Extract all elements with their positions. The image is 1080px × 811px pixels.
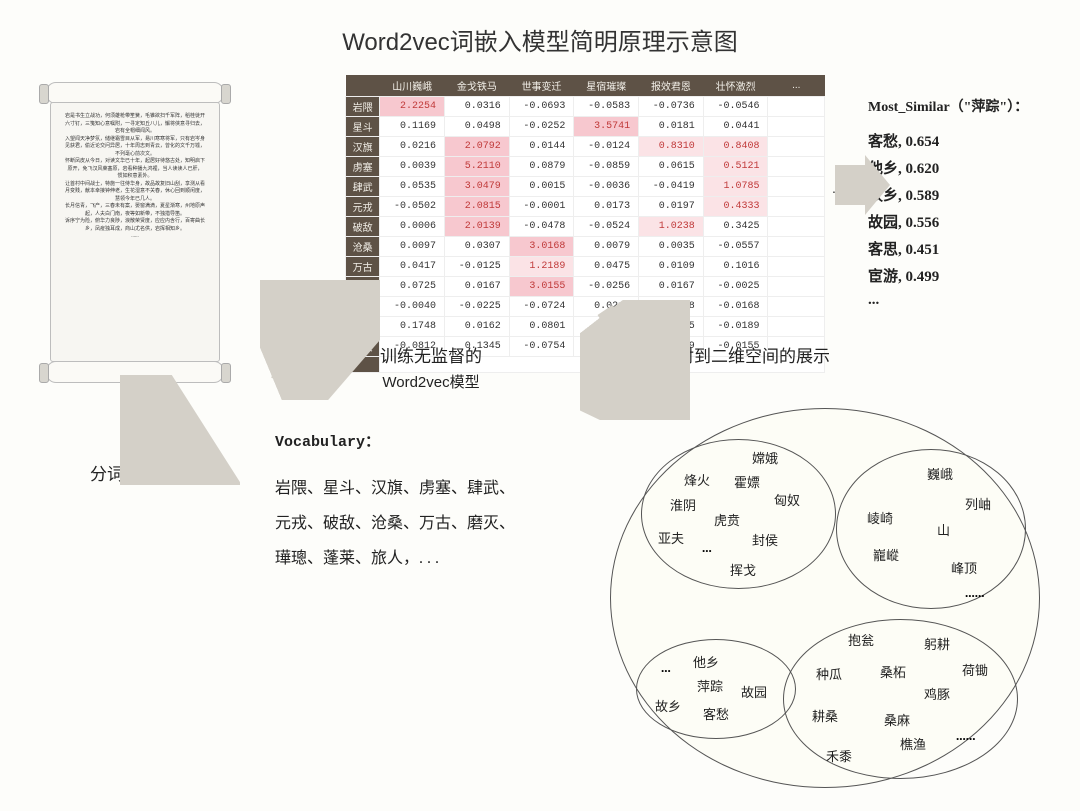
word: 樵渔 [900,734,926,753]
word: 崚崎 [867,508,893,527]
ellipsis: ...... [956,728,976,744]
similar-item: 客思, 0.451 [868,238,1058,259]
word: 鸡豚 [924,684,950,703]
vocabulary-panel: Vocabulary： 岩隈、星斗、汉旗、虏塞、肆武、元戎、破敌、沧桑、万古、磨… [275,430,575,577]
diagram-title: Word2vec词嵌入模型简明原理示意图 [0,22,1080,57]
word: 躬耕 [924,634,950,653]
word: 客愁 [703,704,729,723]
cluster-farming: 抱瓮 躬耕 种瓜 桑柘 荷锄 鸡豚 耕桑 桑麻 樵渔 ...... 禾黍 [783,619,1018,779]
similar-item: 宦游, 0.499 [868,265,1058,286]
word: 巃嵷 [873,545,899,564]
word: 荷锄 [962,660,988,679]
label-tokenize: 分词 [90,460,124,485]
word: 耕桑 [812,706,838,725]
word: 淮阴 [670,495,696,514]
projection-2d: 嫦娥 烽火 霍嫖 淮阴 匈奴 虎贲 亚夫 封侯 ... 挥戈 巍峨 列岫 崚崎 … [610,408,1040,788]
corpus-scroll: 岩是书生立战功，何须雄枪带笙簧，毛锥欲扫千军阵，稻桂徙开六寸钉，三笺知心意嘱附，… [40,80,230,385]
ellipsis: ...... [965,585,985,601]
arrow-tokenize [120,375,240,485]
word: 峰顶 [951,558,977,577]
similar-item: 故乡, 0.589 [868,184,1058,205]
word: 挥戈 [730,560,756,579]
scroll-paper: 岩是书生立战功，何须雄枪带笙簧，毛锥欲扫千军阵，稻桂徙开六寸钉，三笺知心意嘱附，… [50,102,220,362]
word: 封侯 [752,530,778,549]
similar-item: 故园, 0.556 [868,211,1058,232]
ellipsis: ... [661,660,671,676]
word: 巍峨 [927,464,953,483]
similar-item: 客愁, 0.654 [868,130,1058,151]
arrow-project [580,300,690,420]
similar-ellipsis: ... [868,292,1058,309]
arrow-train [260,280,380,400]
word: 萍踪 [697,676,723,695]
cluster-mountain: 巍峨 列岫 崚崎 山 巃嵷 峰顶 ...... [836,449,1026,609]
most-similar-panel: Most_Similar（"萍踪"）： 客愁, 0.654 他乡, 0.620 故乡… [868,96,1058,315]
word: 山 [937,520,950,539]
word: 列岫 [965,494,991,513]
vocabulary-body: 岩隈、星斗、汉旗、虏塞、肆武、元戎、破敌、沧桑、万古、磨灭、璍璁、蓬莱、旅人，.… [275,471,575,577]
word: 匈奴 [774,490,800,509]
word: 嫦娥 [752,448,778,467]
word: 种瓜 [816,664,842,683]
word: 故乡 [655,696,681,715]
word: 他乡 [693,652,719,671]
word: 故园 [741,682,767,701]
word: 禾黍 [826,746,852,765]
word: 抱瓮 [848,630,874,649]
most-similar-header: Most_Similar（"萍踪"）： [868,96,1058,116]
label-train-line2: Word2vec模型 [380,371,482,392]
ellipsis: ... [702,540,712,556]
label-train: 训练无监督的 Word2vec模型 [380,342,482,392]
cluster-homesick: ... 他乡 萍踪 故乡 故园 客愁 [636,639,796,739]
word: 烽火 [684,470,710,489]
label-train-line1: 训练无监督的 [380,342,482,367]
word: 虎贲 [714,510,740,529]
scroll-rod-top [46,82,224,104]
arrow-similar [835,155,890,215]
vocabulary-header: Vocabulary： [275,430,575,451]
word: 亚夫 [658,528,684,547]
similar-item: 他乡, 0.620 [868,157,1058,178]
word: 桑麻 [884,710,910,729]
cluster-military: 嫦娥 烽火 霍嫖 淮阴 匈奴 虎贲 亚夫 封侯 ... 挥戈 [641,439,836,589]
word: 霍嫖 [734,472,760,491]
word: 桑柘 [880,662,906,681]
